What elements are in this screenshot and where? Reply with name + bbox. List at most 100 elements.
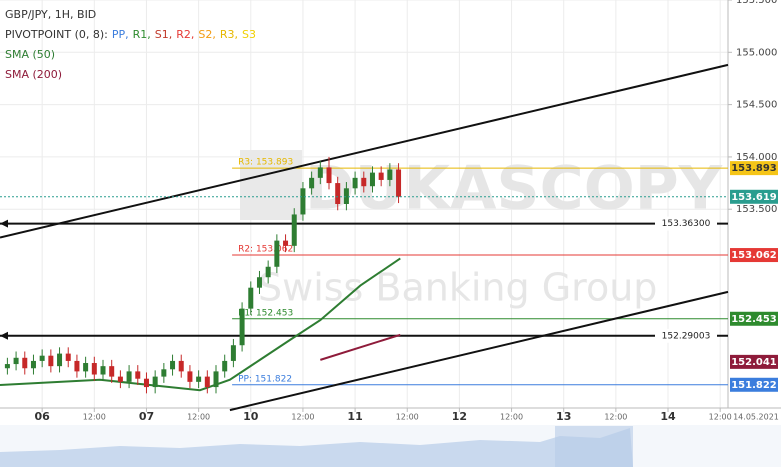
candle-body <box>196 376 202 382</box>
legend-pivot-item: R2, <box>176 28 194 41</box>
y-tick-label: 153.500 <box>736 204 777 215</box>
line-label-box <box>655 216 717 231</box>
legend-pivot-item: S2, <box>198 28 215 41</box>
candle-body <box>126 371 132 382</box>
candle-body <box>326 167 332 184</box>
candle-body <box>135 371 141 379</box>
candle-body <box>369 172 375 187</box>
candle-body <box>161 369 167 377</box>
x-tick-label: 10 <box>243 410 259 423</box>
legend-pivot-item: S1, <box>155 28 172 41</box>
line-label: 152.29003 <box>662 331 711 341</box>
sma-line <box>320 333 401 361</box>
candle-body <box>117 376 123 382</box>
legend-symbol: GBP/JPY, 1H, BID <box>5 8 96 21</box>
candle-body <box>57 353 63 367</box>
legend-entry: SMA (200) <box>5 68 62 81</box>
candle-body <box>361 177 367 187</box>
candle-body <box>256 277 262 288</box>
candle-body <box>152 376 158 388</box>
sma-line <box>0 257 401 392</box>
candle-body <box>83 363 89 372</box>
candle-body <box>213 371 219 388</box>
candle-body <box>265 266 271 278</box>
candle-body <box>74 360 80 372</box>
trendline <box>0 63 729 239</box>
candle-body <box>48 355 54 367</box>
candle-body <box>352 177 358 189</box>
price-tag <box>730 354 778 369</box>
candle-body <box>13 357 19 365</box>
price-tag <box>730 377 778 392</box>
price-tag <box>730 311 778 326</box>
candle-body <box>222 360 228 372</box>
legend-pivot-item: R3, <box>220 28 238 41</box>
x-tick-label: 12:00 <box>291 413 314 422</box>
candle-body <box>274 240 280 267</box>
price-tag-label: 153.893 <box>731 163 777 174</box>
candle-body <box>204 376 210 388</box>
legend-pivot-item: R1, <box>133 28 151 41</box>
candle-body <box>343 188 349 204</box>
watermark-logo <box>240 150 302 220</box>
candle-body <box>39 355 45 361</box>
x-tick-label: 14 <box>660 410 676 423</box>
candle-body <box>100 366 106 375</box>
candle-body <box>300 188 306 215</box>
price-tag-label: 153.619 <box>731 192 777 203</box>
line-label-box <box>655 328 717 343</box>
x-tick-label: 12 <box>452 410 467 423</box>
price-tag <box>730 248 778 263</box>
grid <box>0 0 728 408</box>
legend-pivot: PIVOTPOINT (0, 8): <box>5 28 108 41</box>
line-arrow <box>0 219 8 228</box>
trendline <box>229 290 729 412</box>
candle-body <box>91 363 97 375</box>
candle-body <box>387 169 393 180</box>
navigator-window <box>555 426 633 467</box>
candle-body <box>30 360 36 369</box>
pivot-label: PP: 151.822 <box>238 374 292 384</box>
pivot-label: R3: 153.893 <box>238 158 293 168</box>
candle-body <box>109 366 115 377</box>
legend-entry: SMA (50) <box>5 48 55 61</box>
watermark-brand: DUKASCOPY <box>305 154 724 224</box>
date-label: 14.05.2021 <box>733 413 779 422</box>
navigator-area <box>0 428 633 467</box>
x-tick-label: 12:00 <box>500 413 523 422</box>
candle-body <box>187 371 193 382</box>
x-tick-label: 12:00 <box>187 413 210 422</box>
legend: GBP/JPY, 1H, BID PIVOTPOINT (0, 8): <box>5 8 108 41</box>
x-tick-label: 13 <box>556 410 571 423</box>
y-tick-label: 155.000 <box>736 47 777 58</box>
candle-body <box>396 169 402 197</box>
x-tick-label: 12:00 <box>396 413 419 422</box>
line-label: 153.36300 <box>662 219 711 229</box>
x-tick-label: 12:00 <box>83 413 106 422</box>
candle-body <box>378 172 384 180</box>
y-tick-label: 155.500 <box>736 0 777 6</box>
line-arrow <box>0 331 8 340</box>
pivot-label: R2: 153.062 <box>238 245 293 255</box>
price-tag <box>730 161 778 176</box>
watermark: DUKASCOPY Swiss Banking Group <box>240 150 724 310</box>
candle-body <box>283 240 289 246</box>
candle-body <box>170 360 176 370</box>
x-tick-label: 07 <box>139 410 154 423</box>
legend-pivot-item: PP, <box>112 28 129 41</box>
price-tag-label: 153.062 <box>731 250 777 261</box>
price-tag-label: 152.041 <box>731 357 777 368</box>
candle-body <box>239 308 245 346</box>
candle-body <box>291 214 297 246</box>
y-tick-label: 154.500 <box>736 100 777 111</box>
candle-body <box>4 364 10 369</box>
candle-body <box>230 345 236 361</box>
candle-body <box>143 378 149 388</box>
candle-body <box>335 183 341 204</box>
candle-body <box>309 177 315 189</box>
candle-body <box>65 353 71 361</box>
x-tick-label: 12:00 <box>604 413 627 422</box>
y-tick-label: 154.000 <box>736 152 777 163</box>
